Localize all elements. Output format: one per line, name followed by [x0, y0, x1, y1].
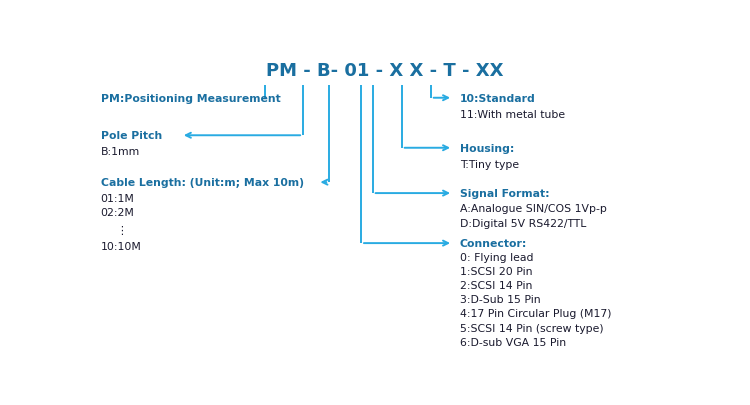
- Text: Connector:: Connector:: [460, 239, 527, 249]
- Text: 0: Flying lead: 0: Flying lead: [460, 253, 533, 262]
- Text: 6:D-sub VGA 15 Pin: 6:D-sub VGA 15 Pin: [460, 337, 566, 347]
- Text: 11:With metal tube: 11:With metal tube: [460, 110, 565, 120]
- Text: ⋮: ⋮: [116, 225, 127, 235]
- Text: 2:SCSI 14 Pin: 2:SCSI 14 Pin: [460, 281, 532, 291]
- Text: Cable Length: (Unit:m; Max 10m): Cable Length: (Unit:m; Max 10m): [100, 178, 304, 188]
- Text: 10:Standard: 10:Standard: [460, 94, 536, 104]
- Text: T:Tiny type: T:Tiny type: [460, 160, 519, 170]
- Text: Pole Pitch: Pole Pitch: [100, 131, 162, 141]
- Text: 01:1M: 01:1M: [100, 193, 134, 203]
- Text: 5:SCSI 14 Pin (screw type): 5:SCSI 14 Pin (screw type): [460, 323, 604, 333]
- Text: Housing:: Housing:: [460, 143, 514, 153]
- Text: 02:2M: 02:2M: [100, 207, 134, 217]
- Text: 3:D-Sub 15 Pin: 3:D-Sub 15 Pin: [460, 295, 541, 305]
- Text: 10:10M: 10:10M: [100, 242, 142, 252]
- Text: Signal Format:: Signal Format:: [460, 189, 550, 198]
- Text: PM:Positioning Measurement: PM:Positioning Measurement: [100, 94, 280, 104]
- Text: B:1mm: B:1mm: [100, 147, 140, 156]
- Text: 1:SCSI 20 Pin: 1:SCSI 20 Pin: [460, 266, 532, 277]
- Text: D:Digital 5V RS422/TTL: D:Digital 5V RS422/TTL: [460, 219, 586, 228]
- Text: PM - B- 01 - X X - T - XX: PM - B- 01 - X X - T - XX: [266, 62, 503, 79]
- Text: A:Analogue SIN/COS 1Vp-p: A:Analogue SIN/COS 1Vp-p: [460, 204, 607, 213]
- Text: 4:17 Pin Circular Plug (M17): 4:17 Pin Circular Plug (M17): [460, 309, 611, 319]
